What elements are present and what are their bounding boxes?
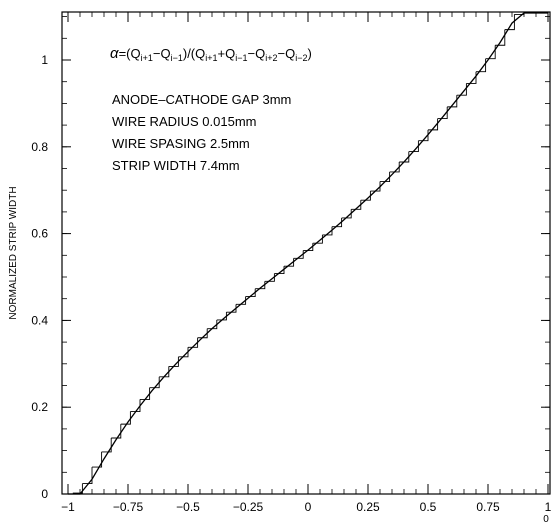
- formula-subscript: i+1: [205, 53, 217, 63]
- x-tick-label: −0.25: [233, 500, 264, 514]
- histogram-step: [255, 281, 266, 290]
- histogram-step: [197, 328, 208, 339]
- histogram-step: [495, 29, 506, 46]
- formula-part: +Q: [218, 46, 236, 61]
- histogram-step: [360, 191, 371, 201]
- x-tick-label: 0.25: [356, 500, 380, 514]
- y-tick-label: 0: [41, 487, 48, 501]
- formula-subscript: i−2: [295, 53, 307, 63]
- histogram-step: [341, 209, 352, 219]
- histogram-step: [130, 399, 141, 412]
- histogram-step: [149, 376, 160, 389]
- annotation-radius: WIRE RADIUS 0.015mm: [112, 114, 256, 129]
- histogram-step: [399, 151, 410, 163]
- histogram-step: [236, 296, 247, 305]
- x-tick-label: −1: [61, 500, 75, 514]
- histogram-step: [188, 337, 199, 348]
- y-tick-label: 0.8: [31, 140, 48, 154]
- histogram-step: [437, 106, 448, 120]
- histogram-step: [120, 411, 131, 425]
- formula-part: ): [307, 46, 311, 61]
- annotation-gap: ANODE–CATHODE GAP 3mm: [112, 92, 291, 107]
- histogram-step: [476, 58, 487, 73]
- histogram-step: [312, 234, 323, 244]
- x-tick-label: 0.5: [420, 500, 437, 514]
- formula-subscript: i+1: [141, 53, 153, 63]
- formula-subscript: i−1: [235, 53, 247, 63]
- histogram-step: [245, 288, 256, 297]
- formula-part: −Q: [248, 46, 266, 61]
- histogram-step: [111, 424, 122, 439]
- histogram-step: [485, 45, 496, 60]
- histogram-step: [428, 118, 439, 131]
- histogram-step: [92, 451, 103, 468]
- formula-subscript: i−1: [171, 53, 183, 63]
- annotation-strip-width: STRIP WIDTH 7.4mm: [112, 158, 240, 173]
- histogram-step: [101, 438, 112, 453]
- formula-annotation: α=(Qi+1−Qi−1)/(Qi+1+Qi−1−Qi+2−Qi−2): [110, 45, 312, 63]
- x-tick-label: 1: [545, 500, 552, 514]
- histogram-step: [322, 226, 333, 236]
- formula-subscript: i+2: [265, 53, 277, 63]
- formula-alpha: α: [110, 45, 119, 62]
- histogram-step: [504, 14, 515, 31]
- histogram-step: [140, 387, 151, 400]
- series-layer: [68, 12, 548, 495]
- histogram-step: [168, 356, 179, 367]
- histogram-step: [264, 273, 275, 282]
- histogram-step: [207, 319, 218, 330]
- histogram-step: [332, 217, 343, 228]
- histogram-step: [216, 312, 227, 321]
- histogram-step: [389, 161, 400, 173]
- histogram-step: [82, 467, 93, 485]
- histogram-step: [466, 71, 477, 84]
- y-tick-label: 1: [41, 53, 48, 67]
- histogram-step: [418, 129, 429, 142]
- histogram-step: [284, 258, 295, 267]
- formula-part: =(Q: [119, 46, 141, 61]
- histogram-step: [380, 171, 391, 182]
- histogram-step: [303, 243, 314, 251]
- histogram-step: [370, 181, 381, 192]
- axis-ticks: 0 0.2 0.4 0.6 0.8 1 −1 −0.75 −0.5 −0.25 0 0.25 0.5 0.…: [31, 12, 552, 514]
- formula-part: )/(Q: [183, 46, 205, 61]
- x-axis-corner-label: 0: [543, 514, 549, 525]
- x-tick-label: −0.5: [176, 500, 200, 514]
- histogram-step: [159, 366, 170, 378]
- histogram-step: [72, 483, 83, 494]
- histogram-step: [408, 140, 419, 153]
- histogram-step: [293, 250, 304, 259]
- x-tick-label: 0: [305, 500, 312, 514]
- formula-part: −Q: [153, 46, 171, 61]
- x-tick-label: −0.75: [113, 500, 144, 514]
- histogram-step: [447, 95, 458, 108]
- plot-frame: [61, 11, 551, 495]
- histogram-step: [274, 266, 285, 274]
- annotation-spacing: WIRE SPASING 2.5mm: [112, 136, 250, 151]
- y-tick-label: 0.4: [31, 313, 48, 327]
- histogram-step: [226, 304, 237, 313]
- y-tick-label: 0.2: [31, 400, 48, 414]
- formula-part: −Q: [277, 46, 295, 61]
- y-axis-label: NORMALIZED STRIP WIDTH: [8, 186, 19, 319]
- histogram-step: [178, 347, 189, 358]
- series-line-smooth: [68, 12, 548, 495]
- x-tick-label: 0.75: [476, 500, 500, 514]
- histogram-step: [514, 13, 525, 15]
- y-tick-label: 0.6: [31, 227, 48, 241]
- histogram-step: [456, 83, 467, 96]
- histogram-step: [351, 200, 362, 210]
